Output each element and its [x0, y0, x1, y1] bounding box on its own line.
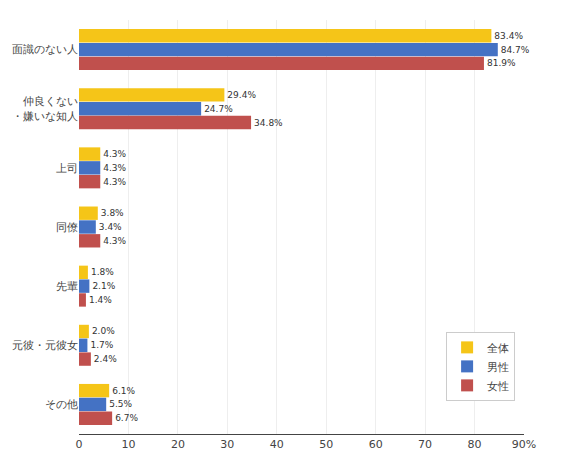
svg-text:0: 0 — [76, 438, 83, 451]
svg-text:4.3%: 4.3% — [103, 236, 126, 246]
svg-text:30: 30 — [220, 438, 234, 451]
svg-text:6.7%: 6.7% — [115, 413, 138, 423]
svg-text:上司: 上司 — [56, 162, 78, 175]
svg-text:3.8%: 3.8% — [101, 208, 124, 218]
svg-text:2.4%: 2.4% — [94, 354, 117, 364]
svg-text:90%: 90% — [512, 438, 536, 451]
svg-text:20: 20 — [171, 438, 185, 451]
svg-text:面識のない人: 面識のない人 — [12, 43, 78, 56]
svg-text:4.3%: 4.3% — [103, 149, 126, 159]
svg-text:24.7%: 24.7% — [204, 104, 233, 114]
svg-text:6.1%: 6.1% — [112, 386, 135, 396]
svg-text:83.4%: 83.4% — [494, 31, 523, 41]
svg-text:1.4%: 1.4% — [89, 295, 112, 305]
svg-text:10: 10 — [121, 438, 135, 451]
svg-text:84.7%: 84.7% — [501, 45, 530, 55]
svg-text:3.4%: 3.4% — [99, 222, 122, 232]
svg-text:先輩: 先輩 — [56, 280, 78, 293]
svg-text:1.8%: 1.8% — [91, 267, 114, 277]
svg-text:2.1%: 2.1% — [92, 281, 115, 291]
svg-text:4.3%: 4.3% — [103, 163, 126, 173]
svg-text:60: 60 — [369, 438, 383, 451]
svg-text:81.9%: 81.9% — [487, 58, 516, 68]
svg-text:元彼・元彼女: 元彼・元彼女 — [12, 339, 78, 352]
svg-text:全体: 全体 — [487, 342, 509, 355]
svg-text:80: 80 — [468, 438, 482, 451]
svg-text:仲良くない・嫌いな知人: 仲良くない・嫌いな知人 — [12, 95, 78, 122]
svg-text:男性: 男性 — [487, 361, 509, 374]
svg-text:その他: その他 — [45, 398, 78, 411]
svg-text:29.4%: 29.4% — [227, 90, 256, 100]
svg-text:1.7%: 1.7% — [90, 340, 113, 350]
svg-text:34.8%: 34.8% — [254, 118, 283, 128]
svg-text:5.5%: 5.5% — [109, 399, 132, 409]
svg-text:4.3%: 4.3% — [103, 177, 126, 187]
svg-text:女性: 女性 — [487, 380, 509, 393]
svg-text:40: 40 — [270, 438, 284, 451]
svg-text:2.0%: 2.0% — [92, 326, 115, 336]
svg-text:70: 70 — [418, 438, 432, 451]
svg-text:50: 50 — [319, 438, 333, 451]
svg-text:同僚: 同僚 — [56, 221, 78, 234]
